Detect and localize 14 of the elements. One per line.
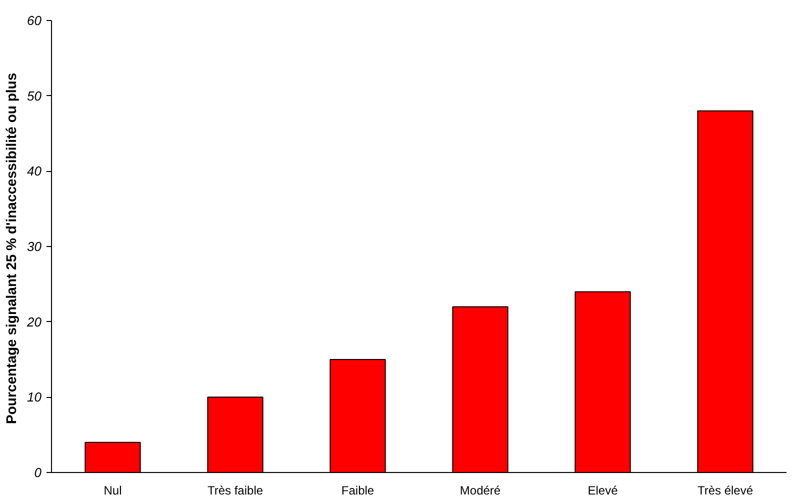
x-tick-label: Très faible (207, 484, 264, 498)
y-tick-label: 20 (26, 314, 42, 330)
y-tick-label: 40 (27, 164, 42, 179)
y-tick-label: 50 (27, 88, 42, 104)
x-tick-label: Faible (341, 484, 374, 498)
y-tick-label: 10 (27, 390, 42, 405)
y-tick-label: 60 (27, 13, 42, 28)
x-tick-label: Nul (104, 484, 122, 498)
y-tick-label: 30 (27, 239, 42, 254)
y-axis-title: Pourcentage signalant 25 % d'inaccessibilité ou plus (3, 72, 20, 424)
x-tick-label: Très élevé (697, 484, 754, 498)
x-tick-label: Elevé (588, 484, 618, 498)
y-tick-label: 0 (34, 465, 42, 480)
x-tick-label: Modéré (460, 484, 501, 498)
